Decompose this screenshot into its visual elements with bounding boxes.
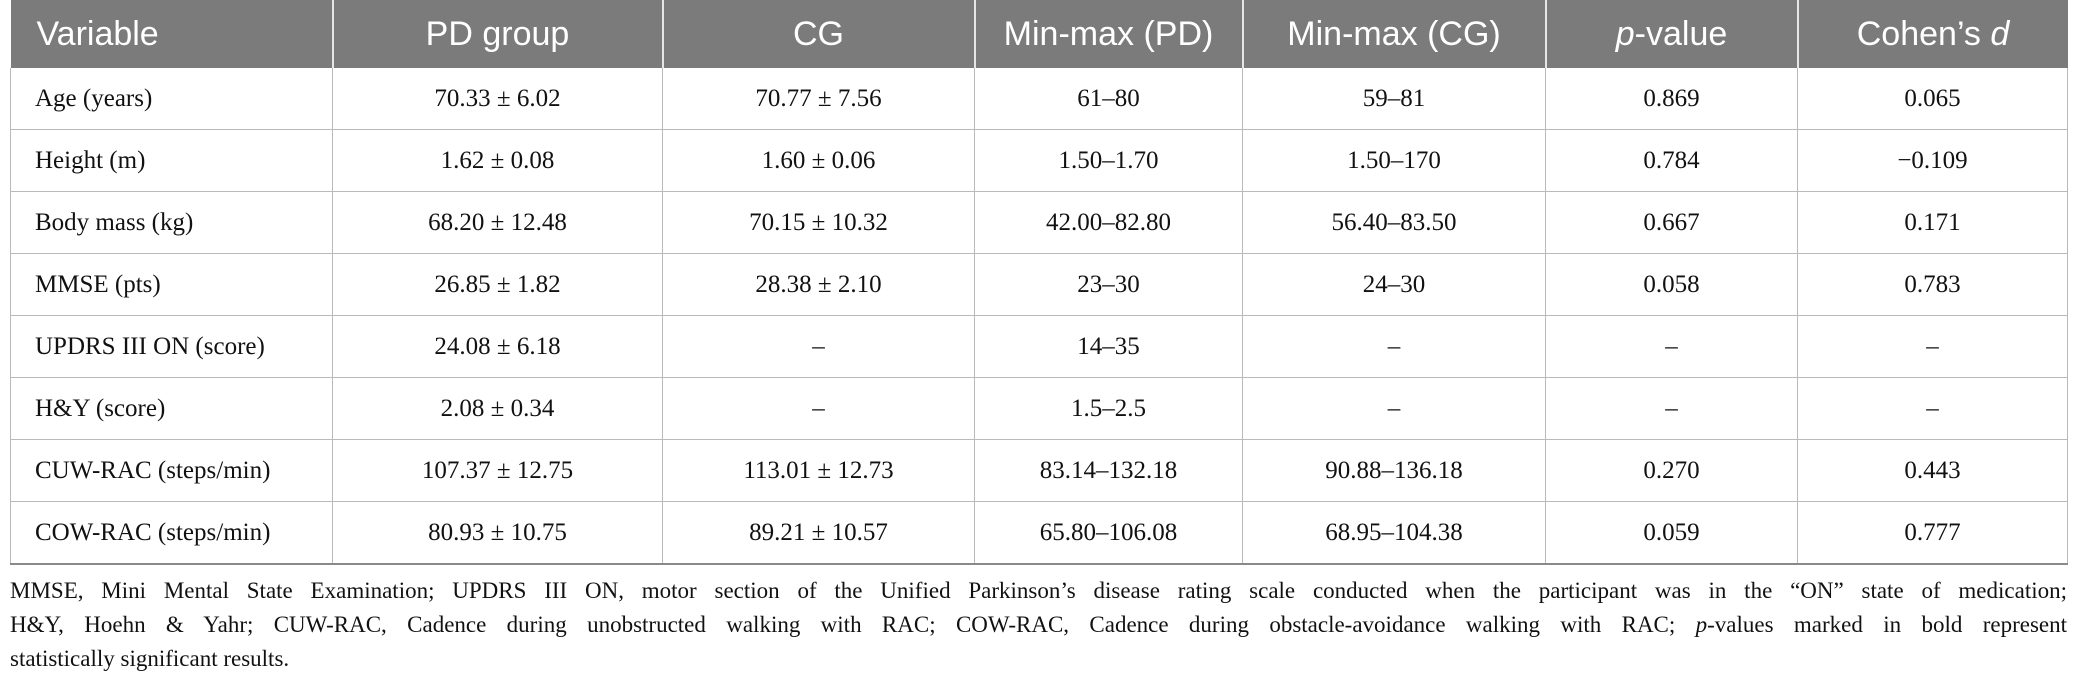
cell-minmax-cg: –	[1242, 377, 1546, 440]
cell-pd-group: 1.62 ± 0.08	[332, 129, 663, 192]
header-p-value-italic: p	[1615, 14, 1635, 53]
cell-minmax-pd: 1.5–2.5	[974, 377, 1243, 440]
cell-minmax-cg: 90.88–136.18	[1242, 439, 1546, 502]
header-cohens-d: Cohen’s d	[1797, 0, 2068, 68]
table-row: CUW-RAC (steps/min) 107.37 ± 12.75 113.01 …	[10, 439, 2068, 502]
cell-cg: 28.38 ± 2.10	[662, 253, 975, 316]
cell-pd-group: 80.93 ± 10.75	[332, 501, 663, 565]
table-footnote: MMSE, Mini Mental State Examination; UPD…	[10, 574, 2067, 676]
cell-minmax-cg: –	[1242, 315, 1546, 378]
header-pd-group: PD group	[332, 0, 664, 68]
cell-variable: Body mass (kg)	[10, 191, 333, 254]
table-row: MMSE (pts) 26.85 ± 1.82 28.38 ± 2.10 23–30 2…	[10, 253, 2068, 316]
cell-minmax-cg: 1.50–170	[1242, 129, 1546, 192]
cell-variable: CUW-RAC (steps/min)	[10, 439, 333, 502]
cell-minmax-pd: 83.14–132.18	[974, 439, 1243, 502]
cell-cohens-d: 0.171	[1797, 191, 2068, 254]
cell-p-value: –	[1545, 315, 1798, 378]
cell-pd-group: 107.37 ± 12.75	[332, 439, 663, 502]
cell-variable: UPDRS III ON (score)	[10, 315, 333, 378]
cell-minmax-pd: 23–30	[974, 253, 1243, 316]
cell-minmax-pd: 61–80	[974, 68, 1243, 130]
cell-cg: –	[662, 315, 975, 378]
table-row: Age (years) 70.33 ± 6.02 70.77 ± 7.56 61–80…	[10, 68, 2068, 130]
cell-minmax-cg: 68.95–104.38	[1242, 501, 1546, 565]
header-p-value: p-value	[1545, 0, 1799, 68]
footnote-line-2-b: -values marked in bold represent	[1707, 612, 2067, 637]
footnote-line-1: MMSE, Mini Mental State Examination; UPD…	[10, 578, 2067, 603]
cell-variable: Height (m)	[10, 129, 333, 192]
table-row: COW-RAC (steps/min) 80.93 ± 10.75 89.21 ± …	[10, 501, 2068, 565]
table-row: UPDRS III ON (score) 24.08 ± 6.18–14–35– –…	[10, 315, 2068, 378]
cell-cohens-d: 0.443	[1797, 439, 2068, 502]
cell-minmax-cg: 59–81	[1242, 68, 1546, 130]
header-cohens-rest: Cohen’s	[1856, 14, 1991, 53]
cell-p-value: 0.667	[1545, 191, 1798, 254]
cell-cohens-d: –	[1797, 377, 2068, 440]
cell-variable: COW-RAC (steps/min)	[10, 501, 333, 565]
cell-p-value: 0.784	[1545, 129, 1798, 192]
cell-cg: 70.77 ± 7.56	[662, 68, 975, 130]
header-minmax-cg: Min-max (CG)	[1242, 0, 1547, 68]
header-p-value-rest: -value	[1634, 14, 1728, 53]
cell-cohens-d: –	[1797, 315, 2068, 378]
cell-cohens-d: 0.065	[1797, 68, 2068, 130]
table-row: H&Y (score) 2.08 ± 0.34–1.5–2.5– – –	[10, 377, 2068, 440]
footnote-line-3: statistically significant results.	[10, 646, 290, 671]
table-container: Variable PD group CG Min-max (PD) Min-ma…	[10, 0, 2068, 565]
cell-cg: 70.15 ± 10.32	[662, 191, 975, 254]
cell-cg: 89.21 ± 10.57	[662, 501, 975, 565]
cell-minmax-cg: 56.40–83.50	[1242, 191, 1546, 254]
cell-cg: –	[662, 377, 975, 440]
header-cohens-italic: d	[1990, 14, 2010, 53]
cell-minmax-cg: 24–30	[1242, 253, 1546, 316]
cell-pd-group: 24.08 ± 6.18	[332, 315, 663, 378]
cell-cohens-d: 0.783	[1797, 253, 2068, 316]
footnote-line-2-a: H&Y, Hoehn & Yahr; CUW-RAC, Cadence duri…	[10, 612, 1696, 637]
cell-variable: Age (years)	[10, 68, 333, 130]
table-row: Height (m) 1.62 ± 0.08 1.60 ± 0.06 1.50–1.7…	[10, 129, 2068, 192]
header-cg: CG	[662, 0, 976, 68]
cell-pd-group: 2.08 ± 0.34	[332, 377, 663, 440]
cell-p-value: 0.869	[1545, 68, 1798, 130]
header-variable: Variable	[10, 0, 334, 68]
table-body: Age (years) 70.33 ± 6.02 70.77 ± 7.56 61–80…	[10, 68, 2068, 565]
cell-variable: MMSE (pts)	[10, 253, 333, 316]
cell-minmax-pd: 1.50–1.70	[974, 129, 1243, 192]
header-minmax-pd: Min-max (PD)	[974, 0, 1244, 68]
cell-minmax-pd: 42.00–82.80	[974, 191, 1243, 254]
cell-pd-group: 26.85 ± 1.82	[332, 253, 663, 316]
cell-variable: H&Y (score)	[10, 377, 333, 440]
cell-minmax-pd: 14–35	[974, 315, 1243, 378]
cell-p-value: –	[1545, 377, 1798, 440]
footnote-line-2: H&Y, Hoehn & Yahr; CUW-RAC, Cadence duri…	[10, 608, 2067, 642]
cell-p-value: 0.059	[1545, 501, 1798, 565]
cell-cohens-d: 0.777	[1797, 501, 2068, 565]
cell-pd-group: 68.20 ± 12.48	[332, 191, 663, 254]
footnote-line-2-italic: p	[1695, 612, 1708, 637]
cell-p-value: 0.058	[1545, 253, 1798, 316]
cell-cohens-d: −0.109	[1797, 129, 2068, 192]
cell-minmax-pd: 65.80–106.08	[974, 501, 1243, 565]
cell-cg: 1.60 ± 0.06	[662, 129, 975, 192]
header-row: Variable PD group CG Min-max (PD) Min-ma…	[10, 0, 2068, 68]
cell-p-value: 0.270	[1545, 439, 1798, 502]
cell-pd-group: 70.33 ± 6.02	[332, 68, 663, 130]
cell-cg: 113.01 ± 12.73	[662, 439, 975, 502]
demographics-table: Variable PD group CG Min-max (PD) Min-ma…	[10, 0, 2068, 565]
table-row: Body mass (kg) 68.20 ± 12.48 70.15 ± 10.32…	[10, 191, 2068, 254]
